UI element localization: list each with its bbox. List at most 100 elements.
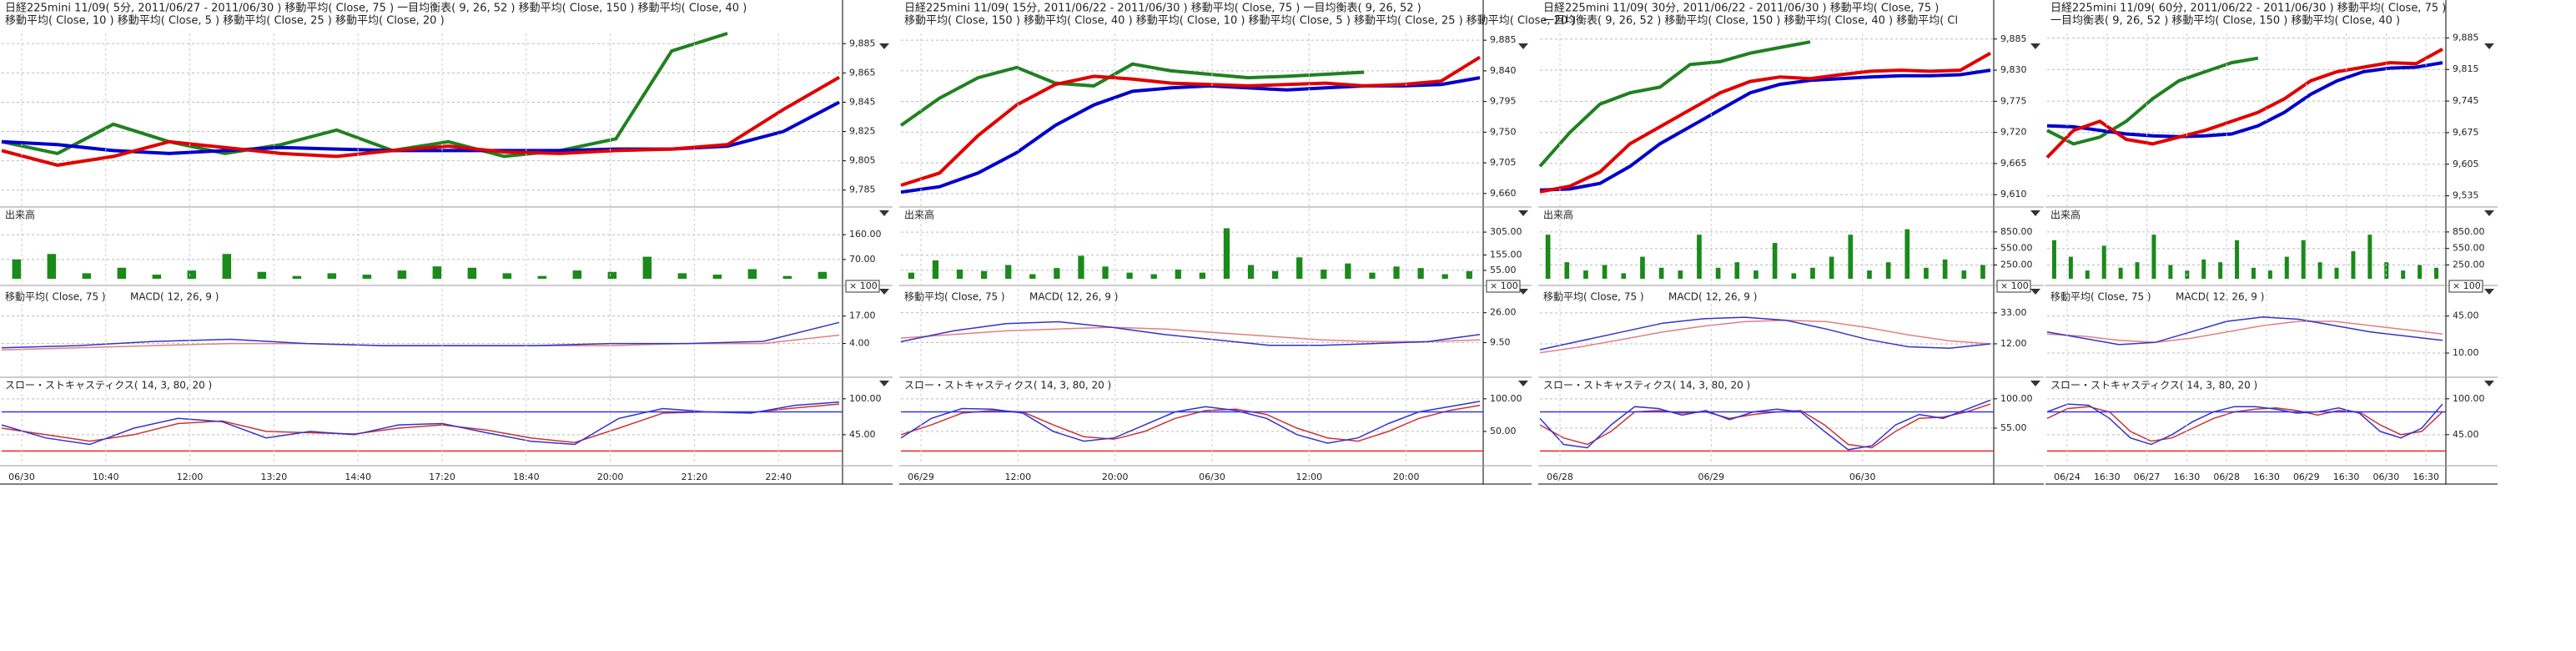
y-tick-label: 4.00	[849, 338, 870, 349]
pane-label: MACD( 12, 26, 9 )	[2176, 291, 2264, 303]
scale-badge-box	[1486, 280, 1521, 293]
volume-bar	[1753, 270, 1758, 279]
y-tick-label: 9,720	[2000, 127, 2027, 138]
volume-bar	[2168, 265, 2173, 279]
x-tick-label: 12:00	[1004, 472, 1031, 482]
volume-bar	[2118, 267, 2123, 279]
pane-menu	[2030, 43, 2040, 49]
y-tick-label: 9,830	[2000, 64, 2027, 75]
y-tick-label: 9,660	[1490, 188, 1517, 199]
series-line	[1539, 399, 1991, 451]
scale-badge: × 100	[2000, 280, 2029, 291]
pane-label: 出来高	[2050, 209, 2080, 221]
series-line	[2046, 316, 2443, 346]
y-tick-label: 9,785	[849, 184, 876, 195]
volume-bar	[2135, 262, 2140, 279]
volume-bar	[1417, 268, 1424, 279]
y-tick-label: 9,535	[2453, 190, 2479, 201]
volume-bar	[1602, 265, 1607, 279]
volume-bar	[152, 275, 162, 279]
volume-bar	[467, 267, 477, 279]
volume-bar	[1199, 272, 1205, 279]
volume-bar	[1393, 266, 1400, 279]
x-tick-label: 13:20	[261, 472, 288, 482]
y-tick-label: 9,665	[2000, 158, 2027, 169]
series-line	[900, 404, 1481, 442]
pane-menu	[2030, 289, 2040, 295]
series-line	[900, 326, 1481, 343]
volume-bar	[980, 270, 988, 279]
series-line	[2046, 320, 2443, 344]
y-tick-label: 9,885	[2000, 33, 2027, 44]
y-tick-label: 9,805	[849, 155, 876, 166]
volume-bar	[1545, 235, 1551, 279]
pane-menu	[2484, 289, 2494, 295]
scale-badge: × 100	[2453, 280, 2481, 291]
pane-label: 移動平均( Close, 75 )	[904, 291, 1005, 303]
x-tick-label: 16:30	[2253, 472, 2280, 482]
x-tick-label: 12:00	[177, 472, 204, 482]
x-tick-label: 06/24	[2054, 472, 2080, 482]
y-tick-label: 100.00	[2000, 393, 2033, 404]
pane-menu	[2484, 43, 2494, 49]
series-line	[2045, 48, 2443, 159]
pane-menu	[2030, 381, 2040, 386]
y-tick-label: 17.00	[849, 310, 876, 321]
volume-bar	[1054, 268, 1060, 279]
volume-bar	[1885, 262, 1891, 279]
y-tick-label: 100.00	[2453, 393, 2485, 404]
volume-bar	[1223, 228, 1230, 279]
y-tick-label: 850.00	[2453, 226, 2485, 237]
y-tick-label: 55.00	[2000, 422, 2027, 433]
volume-bar	[1005, 265, 1012, 279]
x-tick-label: 16:30	[2174, 472, 2201, 482]
volume-bar	[12, 259, 22, 279]
scale-badge-box	[1996, 280, 2031, 293]
volume-bar	[932, 260, 939, 279]
volume-bar	[1441, 274, 1448, 279]
pane-menu	[879, 210, 889, 216]
volume-bar	[1271, 270, 1279, 279]
volume-bar	[2201, 259, 2206, 279]
x-tick-label: 16:30	[2412, 472, 2439, 482]
volume-bar	[117, 267, 127, 279]
x-tick-label: 10:40	[93, 472, 119, 482]
chart-header: 日経225mini 11/09( 60分, 2011/06/22 - 2011/…	[2050, 3, 2446, 15]
x-tick-label: 16:30	[2333, 472, 2360, 482]
volume-bar	[2367, 235, 2372, 279]
x-tick-label: 22:40	[765, 472, 792, 482]
y-tick-label: 9,745	[2453, 95, 2479, 106]
volume-bar	[1658, 267, 1664, 279]
y-tick-label: 9,845	[849, 96, 876, 107]
volume-bar	[1126, 272, 1133, 279]
y-tick-label: 9,610	[2000, 189, 2027, 199]
pane-label: 出来高	[1543, 209, 1573, 221]
y-tick-label: 9,885	[1490, 34, 1517, 45]
series-line	[1539, 316, 1991, 351]
volume-bar	[1564, 262, 1570, 279]
y-tick-label: 50.00	[1490, 426, 1517, 437]
volume-bar	[222, 254, 232, 279]
series-line	[2046, 403, 2443, 446]
x-tick-label: 06/30	[8, 472, 35, 482]
volume-bar	[2051, 240, 2056, 279]
series-line	[1539, 68, 1991, 192]
volume-bar	[782, 275, 792, 279]
volume-bar	[1715, 267, 1721, 279]
y-tick-label: 26.00	[1490, 307, 1517, 318]
x-tick-label: 20:00	[1102, 472, 1129, 482]
pane-menu	[2484, 210, 2494, 216]
y-tick-label: 9.50	[1490, 337, 1511, 348]
volume-bar	[642, 256, 652, 279]
x-tick-label: 06/30	[2373, 472, 2400, 482]
y-tick-label: 305.00	[1490, 226, 1522, 237]
y-tick-label: 33.00	[2000, 307, 2027, 318]
x-tick-label: 06/29	[2293, 472, 2320, 482]
pane-label: 出来高	[5, 209, 35, 221]
x-tick-label: 20:00	[1393, 472, 1420, 482]
chart-header: 一目均衡表( 9, 26, 52 ) 移動平均( Close, 150 ) 移動…	[2050, 15, 2400, 28]
scale-badge-box	[845, 280, 880, 293]
y-tick-label: 10.00	[2453, 347, 2479, 358]
volume-bar	[1829, 256, 1834, 279]
